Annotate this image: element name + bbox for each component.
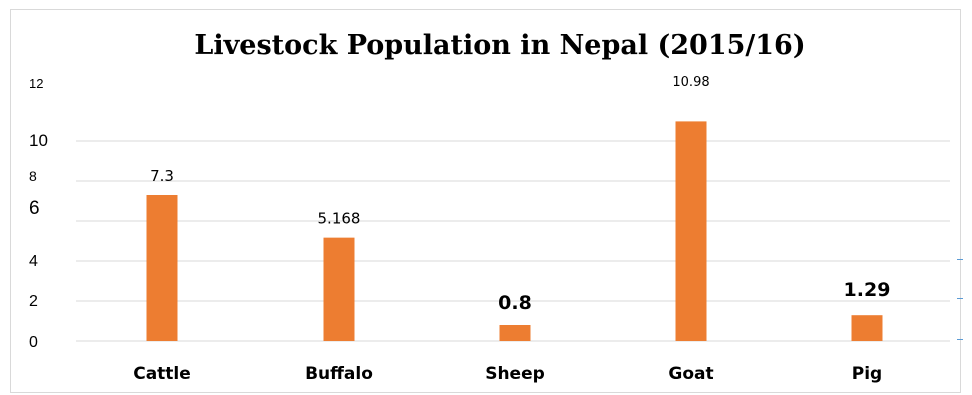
y-tick-label: 0 (29, 334, 38, 351)
y-tick-label: 6 (29, 198, 40, 219)
y-tick-label: 8 (29, 168, 37, 184)
y-tick-label: 4 (29, 253, 38, 270)
x-category-label: Buffalo (305, 364, 373, 384)
chart-title: Livestock Population in Nepal (2015/16) (194, 30, 806, 61)
data-label: 1.29 (844, 279, 891, 301)
x-category-label: Sheep (485, 364, 545, 384)
data-label: 7.3 (150, 167, 174, 185)
y-tick-label: 10 (29, 131, 48, 150)
bar-buffalo (323, 237, 355, 341)
x-category-label: Goat (668, 364, 713, 384)
data-label: 10.98 (672, 75, 709, 90)
edge-marker (957, 259, 963, 260)
edge-marker (957, 298, 963, 299)
data-label: 0.8 (498, 292, 532, 314)
bar-goat (675, 121, 707, 342)
y-tick-label: 2 (29, 293, 38, 310)
x-category-label: Pig (852, 364, 882, 384)
bar-sheep (499, 325, 531, 341)
data-label: 5.168 (318, 210, 361, 228)
bar-cattle (146, 195, 178, 341)
y-tick-label: 12 (29, 76, 43, 91)
bar-pig (851, 315, 883, 341)
x-category-label: Cattle (133, 364, 191, 384)
edge-marker (957, 339, 963, 340)
